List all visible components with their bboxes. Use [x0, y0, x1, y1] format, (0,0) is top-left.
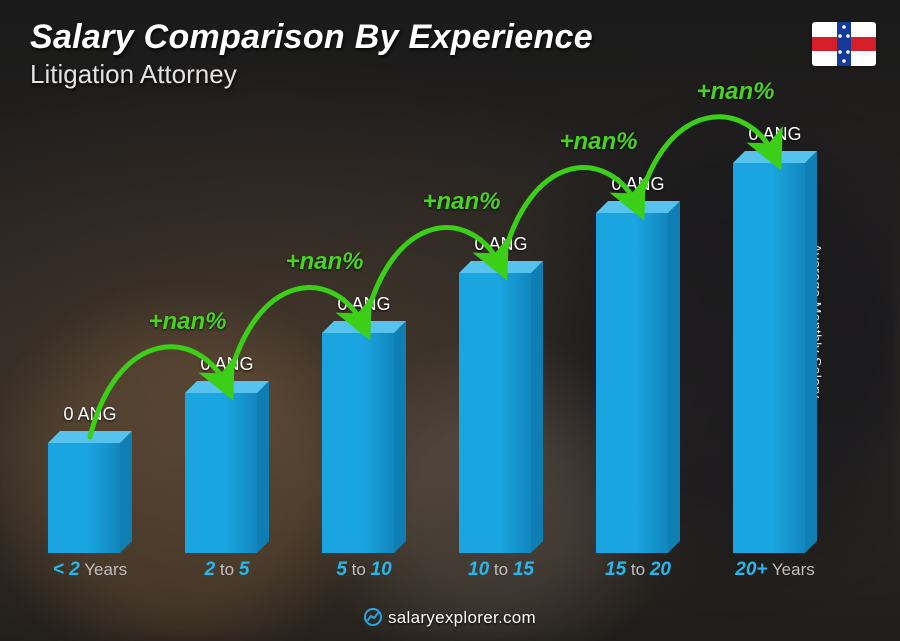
category-label: 15 to 20 — [578, 559, 698, 581]
bar-side — [805, 151, 817, 553]
category-label: 20+ Years — [715, 559, 835, 581]
title-block: Salary Comparison By Experience Litigati… — [30, 18, 593, 90]
category-label: 10 to 15 — [441, 559, 561, 581]
flag-icon — [812, 22, 876, 66]
chart-title: Salary Comparison By Experience — [30, 18, 593, 57]
bar-front — [48, 443, 120, 553]
bar-chart: 0 ANG< 2 Years0 ANG2 to 50 ANG5 to 100 A… — [30, 101, 850, 581]
bar-side — [531, 261, 543, 553]
footer: salaryexplorer.com — [0, 608, 900, 631]
footer-text: salaryexplorer.com — [388, 608, 536, 627]
bar-side — [668, 201, 680, 553]
category-label: 2 to 5 — [167, 559, 287, 581]
category-label: < 2 Years — [30, 559, 150, 581]
chart-subtitle: Litigation Attorney — [30, 59, 593, 90]
pct-label: +nan% — [697, 78, 775, 106]
logo-icon — [364, 608, 382, 631]
bar-side — [394, 321, 406, 553]
category-label: 5 to 10 — [304, 559, 424, 581]
bar — [48, 443, 132, 553]
bar-side — [257, 381, 269, 553]
chart-canvas: Salary Comparison By Experience Litigati… — [0, 0, 900, 641]
